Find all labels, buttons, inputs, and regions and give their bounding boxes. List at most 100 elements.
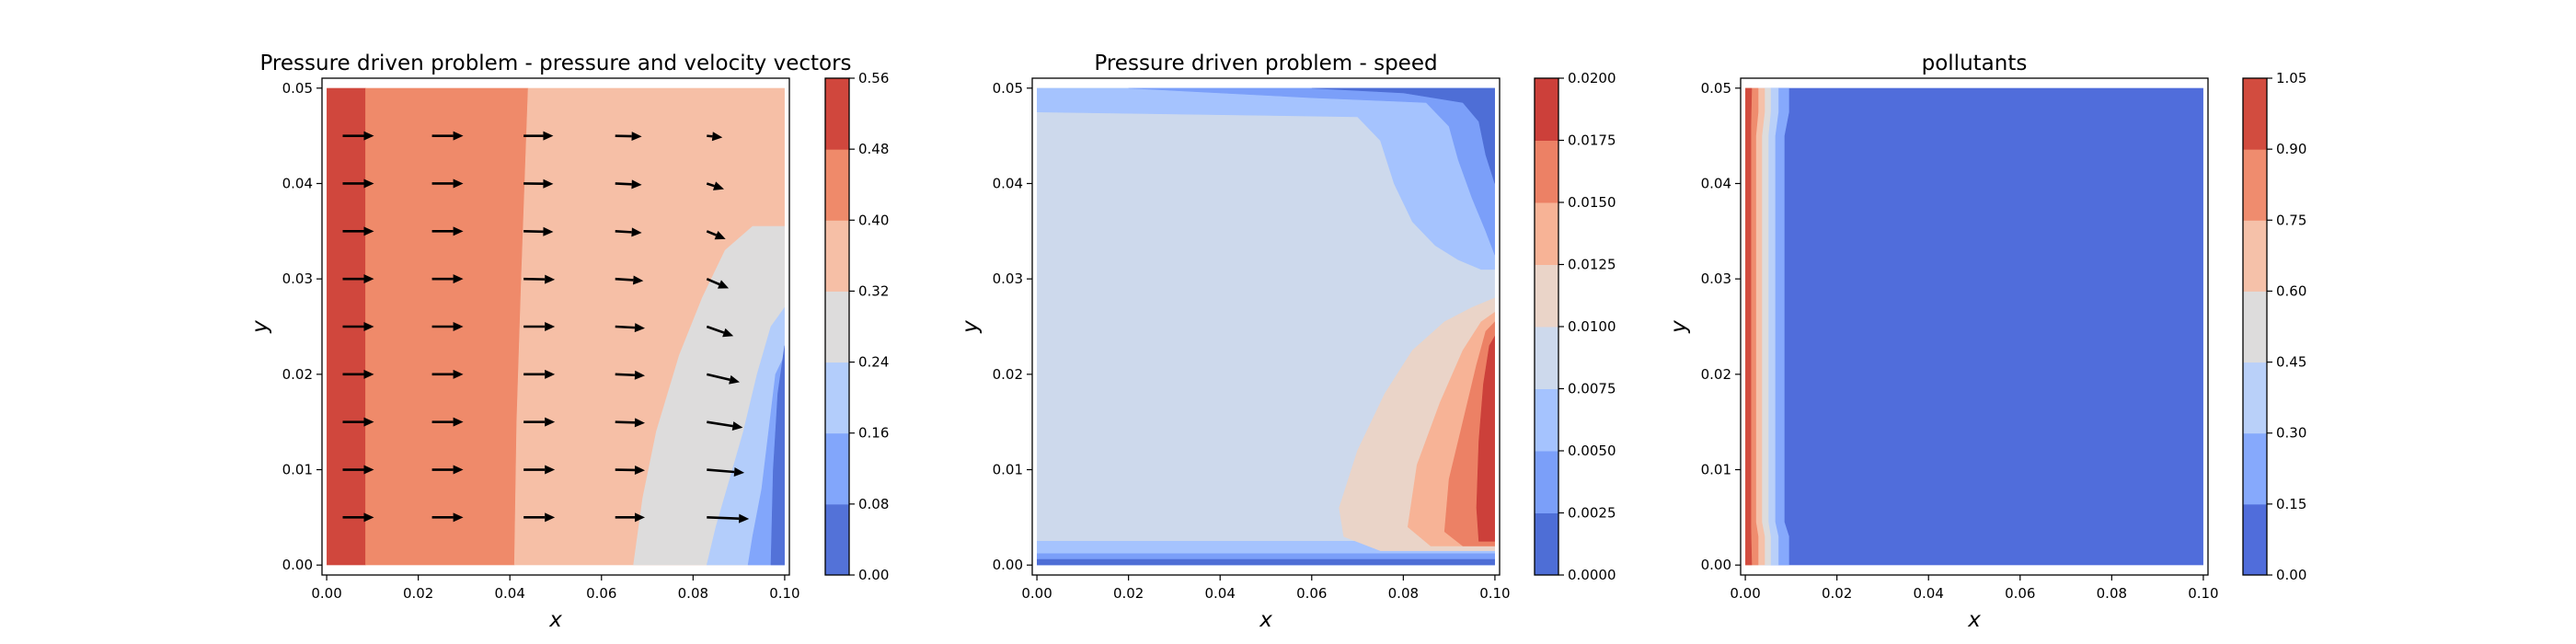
velocity-arrow: [342, 322, 374, 331]
y-tick-label: 0.02: [1701, 366, 1731, 383]
y-tick-label: 0.03: [993, 270, 1023, 287]
arrow-shaft: [615, 182, 632, 186]
arrow-head: [453, 512, 464, 523]
colorbar-tick-label: 0.0075: [1568, 381, 1616, 397]
velocity-arrow: [431, 131, 464, 141]
colorbar-band: [825, 78, 849, 150]
arrow-head: [453, 274, 464, 284]
arrow-head: [453, 465, 464, 475]
x-tick-label: 0.10: [769, 585, 799, 602]
colorbar-band: [2243, 149, 2267, 221]
colorbar-band: [1535, 327, 1558, 389]
arrow-head: [363, 512, 374, 523]
velocity-arrow: [706, 325, 734, 338]
arrow-head: [453, 369, 464, 379]
arrow-shaft: [706, 373, 730, 382]
velocity-arrow: [431, 512, 464, 523]
velocity-arrow: [615, 512, 646, 523]
velocity-arrow: [431, 369, 464, 379]
colorbar-band: [825, 503, 849, 576]
arrow-head: [363, 465, 374, 475]
velocity-arrow: [523, 226, 554, 236]
arrow-shaft: [615, 230, 632, 234]
colorbar-tick-label: 0.0150: [1568, 194, 1616, 211]
velocity-arrow: [615, 227, 642, 237]
velocity-arrow: [707, 467, 745, 477]
velocity-arrow: [342, 274, 374, 284]
arrow-shaft: [706, 325, 725, 334]
x-tick-label: 0.02: [1113, 585, 1144, 602]
y-tick-label: 0.05: [1701, 80, 1731, 97]
arrow-head: [634, 418, 646, 428]
velocity-arrow: [342, 465, 374, 475]
colorbar-tick-label: 0.32: [858, 282, 889, 299]
velocity-arrow: [615, 132, 642, 142]
colorbar-frame: [824, 77, 850, 576]
y-tick-label: 0.01: [993, 462, 1023, 478]
velocity-arrow: [342, 369, 374, 379]
colorbar-tick-label: 0.0100: [1568, 318, 1616, 335]
colorbar-tick-label: 0.0025: [1568, 505, 1616, 522]
x-tick-label: 0.02: [403, 585, 433, 602]
arrow-head: [634, 370, 646, 380]
arrow-head: [545, 369, 556, 379]
colorbar-band: [825, 220, 849, 292]
velocity-arrow: [523, 131, 554, 141]
axes-frame: [1031, 77, 1501, 576]
arrow-head: [718, 280, 730, 289]
colorbar-band: [1535, 451, 1558, 513]
arrow-head: [363, 226, 374, 236]
arrow-head: [545, 322, 556, 331]
colorbar-tick-label: 0.40: [858, 212, 889, 228]
velocity-arrow: [615, 465, 646, 475]
colorbar-band: [2243, 362, 2267, 434]
colorbar-tick-label: 0.0050: [1568, 443, 1616, 459]
chart-1: 0.00 0.02 0.04 0.06 0.08 0.10 0.00 0.01 0.02 0.03…: [248, 52, 889, 632]
chart-title: Pressure driven problem - pressure and v…: [259, 52, 851, 75]
x-tick-label: 0.00: [311, 585, 341, 602]
colorbar-tick-label: 0.0125: [1568, 257, 1616, 273]
contour-region-7: [1745, 87, 1753, 566]
colorbar-tick-label: 0.60: [2276, 282, 2306, 299]
colorbar-tick-label: 0.24: [858, 354, 889, 371]
arrow-head: [545, 274, 556, 284]
colorbar-tick-label: 0.45: [2276, 354, 2306, 371]
velocity-arrow: [707, 420, 743, 431]
arrow-head: [729, 374, 740, 385]
arrow-head: [363, 322, 374, 331]
velocity-arrow: [706, 373, 740, 385]
arrow-head: [712, 181, 724, 190]
velocity-arrow: [431, 178, 464, 189]
contour-region-7: [1037, 558, 1495, 566]
colorbar-tick-label: 0.48: [858, 141, 889, 157]
y-tick-label: 0.00: [1701, 557, 1731, 573]
arrow-head: [545, 512, 556, 523]
x-tick-label: 0.00: [1021, 585, 1052, 602]
x-tick-label: 0.02: [1822, 585, 1852, 602]
arrow-shaft: [706, 230, 718, 236]
axes-frame: [321, 77, 790, 576]
velocity-arrow: [523, 369, 556, 379]
arrow-head: [634, 465, 646, 475]
arrow-head: [363, 274, 374, 284]
arrow-head: [722, 328, 734, 338]
colorbar-band: [1535, 78, 1558, 141]
velocity-arrow: [431, 417, 464, 427]
colorbar-band: [2243, 432, 2267, 505]
x-tick-label: 0.00: [1730, 585, 1760, 602]
x-tick-label: 0.04: [1205, 585, 1236, 602]
colorbar-tick-label: 0.0200: [1568, 70, 1616, 86]
velocity-arrow: [706, 277, 730, 289]
chart-title: pollutants: [1922, 52, 2028, 75]
arrow-head: [453, 322, 464, 331]
contour-region-4: [1311, 87, 1495, 184]
velocity-arrow: [523, 322, 556, 331]
chart-title: Pressure driven problem - speed: [1094, 52, 1437, 75]
colorbar-band: [1535, 388, 1558, 452]
arrow-head: [714, 230, 726, 240]
arrow-shaft: [615, 420, 636, 424]
velocity-arrow: [706, 230, 726, 240]
arrow-head: [363, 417, 374, 427]
arrow-head: [631, 179, 642, 190]
